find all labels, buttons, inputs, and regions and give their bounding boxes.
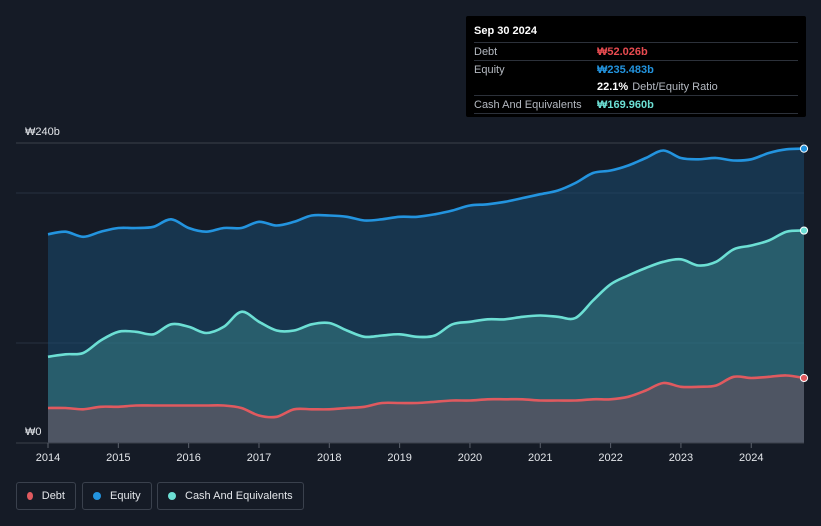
equity-dot-icon	[93, 492, 101, 500]
tooltip-ratio-label: Debt/Equity Ratio	[632, 80, 718, 93]
x-tick-label: 2018	[317, 452, 341, 464]
marker-equity	[799, 144, 809, 153]
legend-item-debt[interactable]: Debt	[16, 482, 76, 510]
x-tick-label: 2023	[669, 452, 693, 464]
marker-debt	[799, 373, 809, 383]
tooltip-equity-value: ₩235.483b	[597, 63, 654, 76]
line-debt	[47, 374, 805, 419]
cash-dot-icon	[168, 492, 176, 500]
x-tick-label: 2024	[739, 452, 763, 464]
x-tick-label: 2017	[247, 452, 271, 464]
x-tick-label: 2022	[598, 452, 622, 464]
tooltip-ratio-value: 22.1%	[597, 80, 629, 93]
tooltip-row-debt: Debt ₩52.026b	[474, 42, 798, 60]
x-tick-label: 2014	[36, 452, 60, 464]
end-markers	[799, 144, 809, 383]
area-equity	[48, 148, 804, 443]
legend-equity-label: Equity	[110, 490, 141, 502]
x-tick-label: 2020	[458, 452, 482, 464]
tooltip-row-ratio: 22.1% Debt/Equity Ratio	[474, 78, 798, 95]
tooltip-equity-label: Equity	[474, 63, 505, 76]
tooltip-debt-label: Debt	[474, 45, 498, 58]
legend-cash-label: Cash And Equivalents	[185, 490, 293, 502]
tooltip-cash-label: Cash And Equivalents	[474, 98, 582, 111]
legend-item-cash[interactable]: Cash And Equivalents	[157, 482, 304, 510]
axes: 2014 2015 2016 2017 2018 2019 2020 2021 2022 2023…	[16, 126, 804, 464]
x-tick-label: 2019	[387, 452, 411, 464]
y-tick-label: ₩0	[25, 426, 42, 438]
x-tick-label: 2021	[528, 452, 552, 464]
x-tick-label: 2016	[176, 452, 200, 464]
y-tick-label: ₩240b	[25, 126, 60, 138]
debt-dot-icon	[27, 492, 33, 500]
area-debt	[48, 375, 804, 443]
tooltip-cash-value: ₩169.960b	[597, 98, 654, 111]
tooltip-date: Sep 30 2024	[474, 25, 537, 37]
tooltip-row-cash: Cash And Equivalents ₩169.960b	[474, 95, 798, 114]
series-areas	[48, 148, 804, 443]
series-lines	[47, 147, 805, 419]
tooltip-panel: Sep 30 2024 Debt ₩52.026b Equity ₩235.48…	[466, 16, 806, 117]
area-cash-and-equivalents	[48, 230, 804, 443]
legend-debt-label: Debt	[41, 490, 65, 502]
marker-cash-and-equivalents	[799, 226, 809, 235]
tooltip-debt-value: ₩52.026b	[597, 45, 648, 58]
legend-item-equity[interactable]: Equity	[82, 482, 152, 510]
tooltip-row-equity: Equity ₩235.483b	[474, 60, 798, 78]
x-tick-label: 2015	[106, 452, 130, 464]
line-cash-and-equivalents	[47, 229, 805, 359]
line-equity	[47, 147, 805, 239]
